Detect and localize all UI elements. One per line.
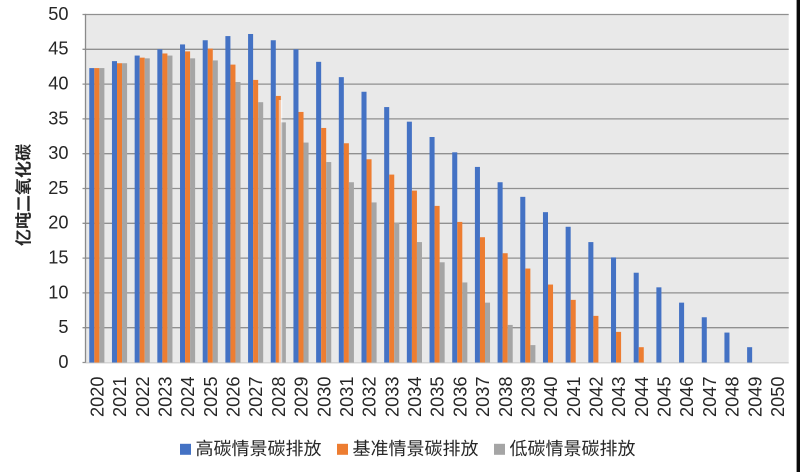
svg-text:2036: 2036 xyxy=(450,377,470,417)
svg-text:50: 50 xyxy=(48,4,68,24)
svg-text:2033: 2033 xyxy=(382,377,402,417)
svg-text:2030: 2030 xyxy=(314,377,334,417)
svg-text:10: 10 xyxy=(48,282,68,302)
svg-text:2043: 2043 xyxy=(609,377,629,417)
svg-text:2028: 2028 xyxy=(269,377,289,417)
svg-text:2034: 2034 xyxy=(405,377,425,417)
svg-text:2022: 2022 xyxy=(133,377,153,417)
svg-text:2031: 2031 xyxy=(337,377,357,417)
svg-text:2024: 2024 xyxy=(178,377,198,417)
svg-text:25: 25 xyxy=(48,178,68,198)
svg-text:2035: 2035 xyxy=(428,377,448,417)
svg-text:30: 30 xyxy=(48,143,68,163)
svg-text:2020: 2020 xyxy=(87,377,107,417)
svg-text:2032: 2032 xyxy=(360,377,380,417)
svg-text:2021: 2021 xyxy=(110,377,130,417)
svg-text:2047: 2047 xyxy=(700,377,720,417)
svg-text:2050: 2050 xyxy=(768,377,788,417)
svg-text:5: 5 xyxy=(58,317,68,337)
svg-text:2027: 2027 xyxy=(246,377,266,417)
svg-text:2037: 2037 xyxy=(473,377,493,417)
svg-text:2038: 2038 xyxy=(496,377,516,417)
svg-text:2045: 2045 xyxy=(655,377,675,417)
svg-text:2044: 2044 xyxy=(632,377,652,417)
svg-text:45: 45 xyxy=(48,39,68,59)
svg-text:2048: 2048 xyxy=(723,377,743,417)
svg-text:40: 40 xyxy=(48,73,68,93)
svg-text:2040: 2040 xyxy=(541,377,561,417)
svg-text:15: 15 xyxy=(48,247,68,267)
svg-text:2026: 2026 xyxy=(224,377,244,417)
svg-text:2046: 2046 xyxy=(677,377,697,417)
svg-text:2023: 2023 xyxy=(155,377,175,417)
svg-text:2039: 2039 xyxy=(518,377,538,417)
svg-text:2041: 2041 xyxy=(564,377,584,417)
svg-text:2025: 2025 xyxy=(201,377,221,417)
svg-text:2049: 2049 xyxy=(745,377,765,417)
svg-text:35: 35 xyxy=(48,108,68,128)
svg-text:2029: 2029 xyxy=(292,377,312,417)
svg-text:0: 0 xyxy=(58,352,68,372)
svg-text:2042: 2042 xyxy=(586,377,606,417)
svg-text:20: 20 xyxy=(48,213,68,233)
